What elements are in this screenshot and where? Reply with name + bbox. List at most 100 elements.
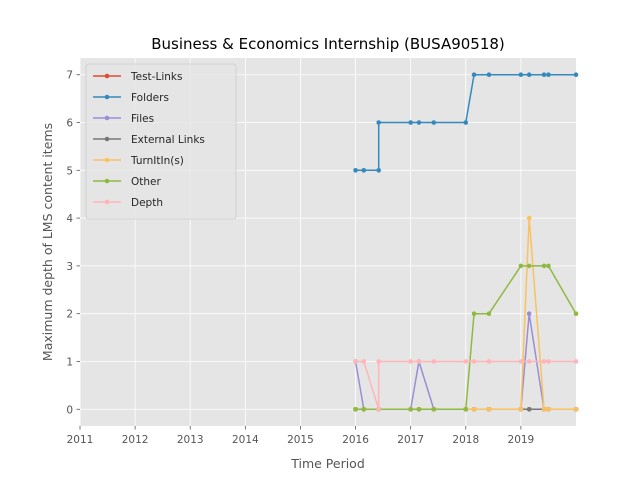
legend-item: Depth: [93, 197, 163, 209]
data-point-folders: [361, 168, 367, 173]
legend-swatch-marker: [104, 136, 110, 142]
data-point-turnitin-s: [526, 215, 532, 221]
data-point-other: [463, 406, 469, 412]
x-axis-ticks: 2011 2012 2013 2014 2015 2016 2017 2018 2019: [67, 426, 535, 446]
data-point-depth: [361, 359, 367, 364]
y-tick-label: 2: [66, 309, 73, 321]
chart-title: Business & Economics Internship (BUSA905…: [151, 35, 505, 53]
y-tick-label: 5: [66, 165, 73, 177]
data-point-folders: [416, 120, 422, 125]
x-axis-label: Time Period: [290, 456, 365, 471]
data-point-folders: [408, 120, 413, 125]
data-point-depth: [526, 359, 532, 364]
data-point-turnitin-s: [471, 406, 477, 412]
legend-swatch-marker: [104, 73, 110, 79]
legend-item: External Links: [93, 134, 205, 146]
y-tick-label: 1: [66, 356, 73, 368]
data-point-depth: [541, 359, 547, 364]
x-tick-label: 2017: [397, 434, 424, 446]
legend-label: Test-Links: [130, 71, 182, 83]
data-point-other: [416, 406, 422, 412]
legend-item: TurnItIn(s): [93, 155, 184, 167]
data-point-other: [431, 406, 437, 412]
y-tick-label: 6: [66, 118, 73, 130]
legend-frame: [85, 63, 237, 220]
data-point-other: [526, 263, 532, 269]
y-tick-label: 4: [66, 213, 73, 225]
data-point-depth: [376, 406, 382, 412]
data-point-other: [518, 263, 524, 269]
data-point-depth: [573, 359, 579, 364]
x-tick-label: 2011: [67, 434, 94, 446]
data-point-other: [471, 311, 477, 316]
series-depth: [353, 359, 579, 412]
x-tick-label: 2014: [232, 434, 259, 446]
legend-label: Folders: [131, 92, 169, 104]
legend-label: External Links: [131, 134, 205, 146]
series-folders: [353, 72, 579, 173]
data-point-depth: [431, 359, 437, 364]
data-point-turnitin-s: [573, 406, 579, 412]
data-point-folders: [376, 168, 382, 173]
data-point-depth: [518, 359, 524, 364]
legend-item: Test-Links: [93, 71, 182, 83]
x-tick-label: 2016: [342, 434, 369, 446]
data-point-other: [408, 406, 413, 412]
legend-swatch-marker: [104, 115, 110, 121]
legend: Test-Links Folders Files External Links Turn…: [85, 63, 237, 220]
data-point-other: [361, 406, 367, 412]
legend-label: Other: [131, 176, 161, 188]
data-point-turnitin-s: [541, 406, 547, 412]
data-point-folders: [353, 168, 358, 173]
y-axis-ticks: 0 1 2 3 4 5 6 7: [66, 70, 80, 416]
data-point-folders: [573, 72, 579, 78]
x-tick-label: 2012: [122, 434, 149, 446]
data-point-folders: [471, 72, 477, 78]
data-point-external-links: [526, 406, 532, 412]
data-point-depth: [376, 359, 382, 364]
legend-swatch-marker: [104, 199, 110, 205]
legend-item: Files: [93, 113, 154, 125]
data-point-folders: [376, 120, 382, 125]
series-layer: [353, 72, 579, 412]
y-tick-label: 7: [66, 70, 73, 82]
x-tick-label: 2015: [287, 434, 314, 446]
x-tick-label: 2013: [177, 434, 204, 446]
data-point-other: [353, 406, 358, 412]
data-point-turnitin-s: [518, 406, 524, 412]
y-tick-label: 0: [66, 404, 73, 416]
y-axis-label: Maximum depth of LMS content items: [40, 123, 55, 361]
data-point-depth: [471, 359, 477, 364]
data-point-depth: [416, 359, 422, 364]
data-point-folders: [518, 72, 524, 78]
data-point-folders: [486, 72, 492, 78]
data-point-folders: [463, 120, 469, 125]
data-point-turnitin-s: [546, 406, 551, 412]
data-point-depth: [486, 359, 492, 364]
legend-label: Files: [131, 113, 154, 125]
data-point-folders: [431, 120, 437, 125]
data-point-files: [526, 311, 532, 316]
data-point-depth: [353, 359, 358, 364]
data-point-folders: [526, 72, 532, 78]
legend-swatch-marker: [104, 94, 110, 100]
data-point-other: [541, 263, 547, 269]
x-tick-label: 2019: [508, 434, 535, 446]
data-point-folders: [546, 72, 551, 78]
x-tick-label: 2018: [452, 434, 479, 446]
data-point-other: [573, 311, 579, 316]
legend-swatch-marker: [104, 178, 110, 184]
legend-item: Other: [93, 176, 161, 188]
y-tick-label: 3: [66, 261, 73, 273]
data-point-other: [546, 263, 551, 269]
data-point-folders: [541, 72, 547, 78]
data-point-depth: [463, 359, 469, 364]
data-point-depth: [408, 359, 413, 364]
legend-item: Folders: [93, 92, 169, 104]
legend-label: TurnItIn(s): [130, 155, 184, 167]
data-point-other: [486, 311, 492, 316]
legend-swatch-marker: [104, 157, 110, 163]
data-point-depth: [546, 359, 551, 364]
data-point-turnitin-s: [486, 406, 492, 412]
